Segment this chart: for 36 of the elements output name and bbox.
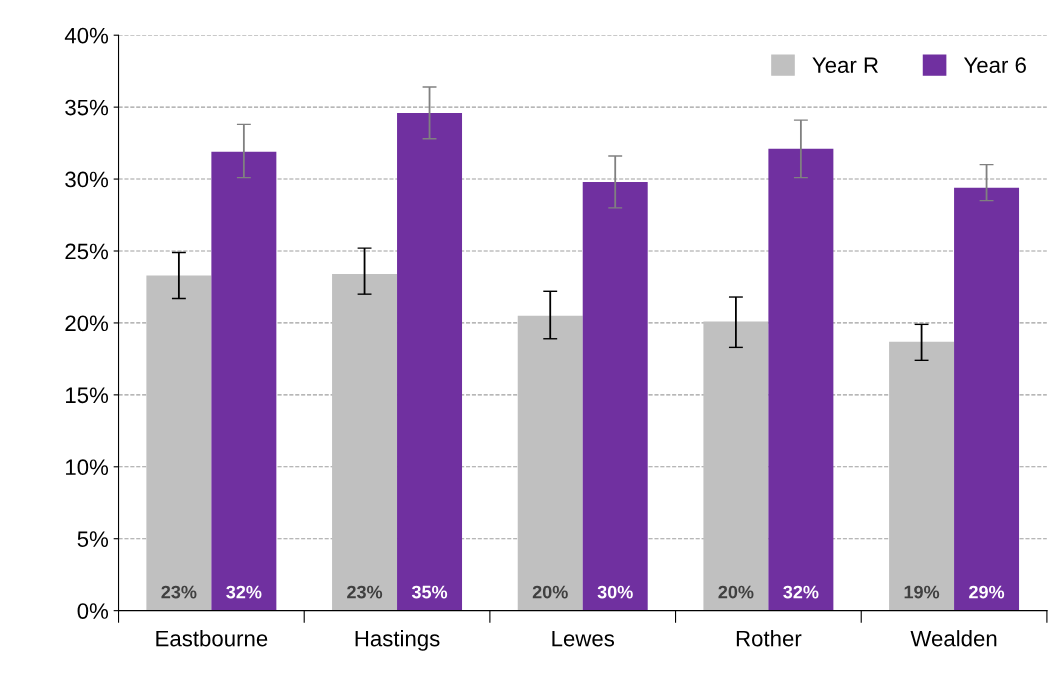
y-tick-label: 40% xyxy=(64,27,109,44)
y-tick-label: 5% xyxy=(77,531,109,547)
bar xyxy=(582,181,648,611)
legend-label: Year R xyxy=(812,57,878,73)
x-tick-label: Lewes xyxy=(552,630,615,647)
y-tick-label: 10% xyxy=(66,459,109,476)
bar xyxy=(517,315,583,611)
data-label: 19% xyxy=(904,585,940,599)
data-label: 30% xyxy=(597,585,633,599)
y-tick-label: 30% xyxy=(65,171,109,188)
data-label: 23% xyxy=(347,585,383,599)
data-label: 23% xyxy=(161,585,197,599)
data-label: 29% xyxy=(969,585,1005,599)
bar xyxy=(397,112,463,611)
y-tick-label: 35% xyxy=(65,99,109,116)
bar xyxy=(146,275,212,611)
y-tick-label: 25% xyxy=(65,243,109,260)
x-tick-label: Rother xyxy=(736,630,802,647)
bar xyxy=(768,148,834,611)
bar xyxy=(954,187,1020,611)
legend-label: Year 6 xyxy=(963,57,1026,73)
data-label: 32% xyxy=(226,585,262,599)
data-label: 35% xyxy=(411,585,448,599)
x-tick-label: Hastings xyxy=(355,630,440,651)
bar xyxy=(211,151,277,611)
x-tick-label: Eastbourne xyxy=(156,630,268,647)
data-label: 20% xyxy=(532,585,568,599)
bar xyxy=(889,341,955,611)
x-tick-label: Wealden xyxy=(910,630,997,647)
bar xyxy=(703,321,769,611)
y-tick-label: 15% xyxy=(66,387,109,404)
data-label: 32% xyxy=(783,585,819,599)
bar xyxy=(332,274,398,611)
data-label: 20% xyxy=(718,585,754,599)
y-tick-label: 0% xyxy=(77,603,109,619)
y-tick-label: 20% xyxy=(65,315,109,332)
